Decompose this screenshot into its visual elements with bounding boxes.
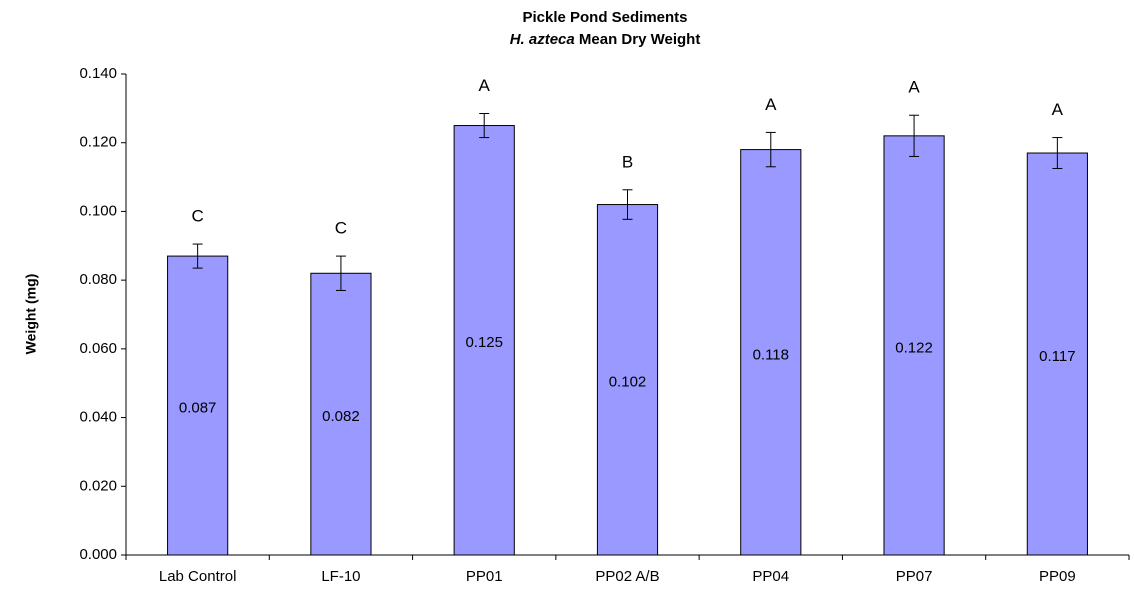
bar: [883, 135, 945, 556]
bar: [1026, 152, 1088, 556]
data-label: 0.125: [465, 334, 503, 351]
significance-label: A: [1052, 100, 1064, 119]
y-tick-label: 0.120: [79, 134, 117, 151]
x-tick-label: PP09: [1039, 568, 1076, 585]
y-tick-label: 0.060: [79, 340, 117, 357]
x-tick-label: PP07: [896, 568, 933, 585]
y-tick-label: 0.140: [79, 65, 117, 82]
x-tick-label: PP02 A/B: [595, 568, 659, 585]
data-label: 0.102: [609, 374, 647, 391]
data-label: 0.117: [1039, 348, 1075, 365]
chart-subtitle: H. azteca Mean Dry Weight: [510, 31, 701, 48]
significance-label: A: [765, 95, 777, 114]
data-label: 0.118: [753, 346, 789, 363]
x-tick-label: LF-10: [321, 568, 360, 585]
y-tick-label: 0.080: [79, 271, 117, 288]
y-tick-label: 0.100: [79, 202, 117, 219]
bar: [310, 272, 372, 556]
x-tick-label: Lab Control: [159, 568, 237, 585]
y-tick-label: 0.020: [79, 477, 117, 494]
y-axis-title: Weight (mg): [23, 274, 39, 355]
data-label: 0.122: [895, 339, 933, 356]
significance-label: A: [908, 78, 920, 97]
x-tick-label: PP04: [752, 568, 789, 585]
x-tick-label: PP01: [466, 568, 503, 585]
y-tick-label: 0.040: [79, 409, 117, 426]
significance-label: A: [479, 76, 491, 95]
significance-label: B: [622, 152, 633, 171]
data-label: 0.087: [179, 400, 217, 417]
bar: [596, 204, 659, 556]
subtitle-rest: Mean Dry Weight: [579, 31, 700, 48]
data-label: 0.082: [322, 408, 360, 425]
chart-title: Pickle Pond Sediments: [522, 9, 687, 26]
subtitle-italic: H. azteca: [510, 31, 575, 48]
significance-label: C: [192, 207, 204, 226]
significance-label: C: [335, 219, 347, 238]
y-tick-label: 0.000: [79, 546, 117, 563]
bar: [740, 149, 802, 556]
